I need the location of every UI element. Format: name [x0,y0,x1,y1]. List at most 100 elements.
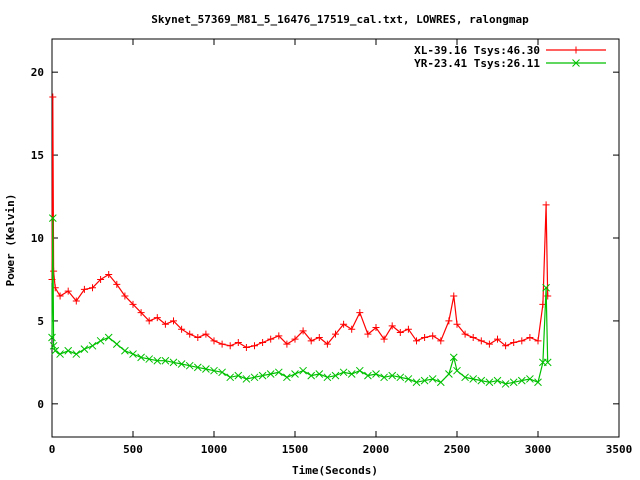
data-point [526,375,534,383]
data-point [534,337,542,345]
data-point [89,284,96,292]
data-point [145,355,154,363]
data-point [420,376,429,385]
data-point [145,317,153,325]
data-point [477,376,486,385]
legend-label: YR-23.41 Tsys:26.11 [414,57,540,70]
data-point [542,283,550,292]
y-tick-label: 10 [31,232,44,245]
x-axis-label: Time(Seconds) [292,464,378,477]
data-point [428,375,437,383]
data-point [396,329,404,337]
data-point [348,325,356,333]
data-point [299,366,307,375]
data-point [307,337,315,345]
data-point [251,342,258,350]
chart-title: Skynet_57369_M81_5_16476_17519_cal.txt, … [151,13,529,26]
data-point [364,371,372,380]
data-point [218,368,226,377]
data-point [250,373,259,382]
data-point [404,375,413,383]
data-point [177,360,186,368]
data-point [347,370,356,378]
data-point [339,368,348,377]
data-point [51,346,60,355]
data-point [242,343,250,351]
data-point [72,350,81,358]
series-line [51,218,549,385]
data-point [137,309,145,317]
data-point [323,373,332,382]
data-point [193,363,202,372]
x-tick-label: 1000 [201,443,228,456]
data-point [153,356,162,365]
data-point [461,373,469,382]
data-point [421,334,429,341]
data-point [48,333,56,342]
data-point [121,292,129,300]
data-point [291,335,299,343]
data-point [291,370,299,378]
data-point [64,346,73,355]
data-point [518,337,526,345]
data-point [137,353,145,362]
series-yr [48,214,552,388]
data-point [80,345,89,353]
data-point [283,373,291,382]
data-point [501,380,510,388]
data-point [112,340,121,348]
data-point [299,327,307,335]
data-series [48,93,552,388]
data-point [388,322,396,330]
data-point [275,332,283,340]
data-point [449,353,458,362]
data-point [161,356,170,365]
axes: 0 500 1000 1500 2000 2500 3000 3500 0 5 10 15 20 [31,39,632,456]
data-point [178,325,186,333]
data-point [477,337,485,345]
data-point [526,334,534,341]
data-point [242,375,251,383]
data-point [485,378,494,387]
data-point [469,334,477,341]
data-point [485,340,493,348]
data-point [331,371,340,380]
data-point [453,366,461,375]
data-point [355,366,364,375]
data-point [437,337,445,345]
data-point [88,341,97,350]
data-point [56,350,64,358]
data-point [509,378,518,387]
data-point [315,370,324,378]
x-tick-label: 2000 [363,443,390,456]
data-point [169,358,178,367]
data-point [502,342,510,350]
data-point [161,320,169,328]
data-point [210,337,218,345]
data-point [517,376,526,385]
data-point [267,335,275,343]
data-point [510,338,518,346]
data-point [226,373,235,382]
data-point [72,297,80,305]
y-tick-label: 0 [37,398,44,411]
data-point [445,317,453,325]
data-point [453,320,461,328]
legend-label: XL-39.16 Tsys:46.30 [414,44,540,57]
data-point [413,337,420,345]
data-point [49,93,57,101]
data-point [436,378,445,387]
data-point [445,370,453,378]
data-point [218,340,226,348]
data-point [340,320,348,328]
data-point [412,378,421,387]
data-point [185,361,194,370]
data-point [226,342,234,350]
y-tick-label: 5 [37,315,44,328]
data-point [49,341,58,350]
data-point [97,275,105,283]
data-point [450,292,458,300]
data-point [129,350,137,358]
